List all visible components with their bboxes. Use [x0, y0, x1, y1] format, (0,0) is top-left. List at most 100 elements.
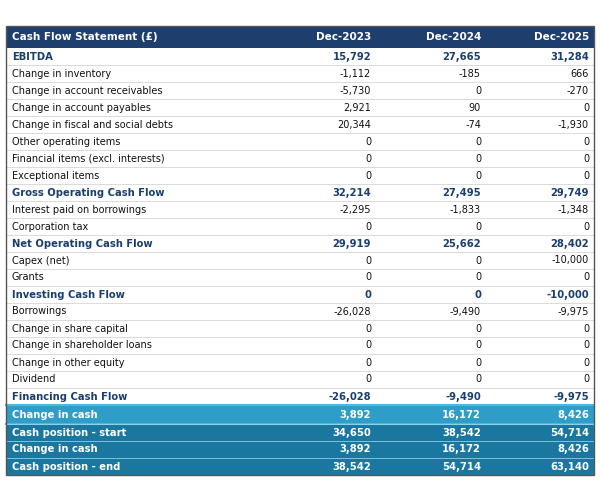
Text: 0: 0 [475, 136, 481, 146]
Text: Capex (net): Capex (net) [12, 256, 70, 266]
Text: 0: 0 [475, 256, 481, 266]
Text: Exceptional items: Exceptional items [12, 170, 99, 180]
Text: 0: 0 [365, 170, 371, 180]
Bar [6, 235, 594, 252]
Text: -74: -74 [465, 120, 481, 129]
Text: 29,749: 29,749 [551, 187, 589, 197]
Text: 0: 0 [583, 221, 589, 231]
Bar [6, 354, 594, 371]
Text: 0: 0 [475, 324, 481, 334]
Text: Investing Cash Flow: Investing Cash Flow [12, 290, 125, 300]
Bar [6, 405, 594, 424]
Text: 0: 0 [365, 358, 371, 368]
Text: 25,662: 25,662 [442, 238, 481, 248]
Text: Dividend: Dividend [12, 375, 55, 384]
Bar [6, 116, 594, 133]
Text: 0: 0 [475, 221, 481, 231]
Text: Change in share capital: Change in share capital [12, 324, 128, 334]
Text: Other operating items: Other operating items [12, 136, 121, 146]
Text: 0: 0 [365, 324, 371, 334]
Text: 0: 0 [365, 273, 371, 283]
Text: Gross Operating Cash Flow: Gross Operating Cash Flow [12, 187, 164, 197]
Text: 0: 0 [583, 136, 589, 146]
Bar [6, 133, 594, 150]
Text: 3,892: 3,892 [340, 444, 371, 454]
Text: Corporation tax: Corporation tax [12, 221, 88, 231]
Bar [6, 371, 594, 388]
Bar [6, 99, 594, 116]
Text: -185: -185 [459, 69, 481, 79]
Text: 0: 0 [583, 375, 589, 384]
Bar [6, 82, 594, 99]
Bar [6, 337, 594, 354]
Bar [6, 252, 594, 269]
Text: 0: 0 [475, 153, 481, 163]
Text: 29,919: 29,919 [332, 238, 371, 248]
Text: 666: 666 [571, 69, 589, 79]
Text: 0: 0 [365, 375, 371, 384]
Text: 0: 0 [475, 86, 481, 96]
Text: Change in other equity: Change in other equity [12, 358, 125, 368]
Text: Net Operating Cash Flow: Net Operating Cash Flow [12, 238, 152, 248]
Text: Change in cash: Change in cash [12, 444, 98, 454]
Text: -9,490: -9,490 [450, 307, 481, 317]
Text: Cash Flow Statement (£): Cash Flow Statement (£) [12, 32, 158, 42]
Bar [6, 167, 594, 184]
Text: 0: 0 [365, 136, 371, 146]
Text: Dec-2025: Dec-2025 [534, 32, 589, 42]
Text: EBITDA: EBITDA [12, 52, 53, 62]
Text: 8,426: 8,426 [557, 409, 589, 419]
Bar [6, 269, 594, 286]
Text: 34,650: 34,650 [332, 427, 371, 437]
Text: 0: 0 [475, 170, 481, 180]
Text: Change in cash: Change in cash [12, 409, 98, 419]
Text: 0: 0 [583, 273, 589, 283]
Text: Change in shareholder loans: Change in shareholder loans [12, 341, 152, 351]
Text: 15,792: 15,792 [332, 52, 371, 62]
Text: 3,892: 3,892 [340, 409, 371, 419]
Text: -270: -270 [567, 86, 589, 96]
Text: Cash position - start: Cash position - start [12, 427, 127, 437]
Bar [6, 320, 594, 337]
Text: 0: 0 [475, 358, 481, 368]
Text: -9,975: -9,975 [557, 307, 589, 317]
Text: 32,214: 32,214 [332, 187, 371, 197]
Text: 27,665: 27,665 [442, 52, 481, 62]
Bar [6, 458, 594, 475]
Text: -2,295: -2,295 [340, 204, 371, 214]
Text: -1,112: -1,112 [340, 69, 371, 79]
Bar [6, 184, 594, 201]
Text: -9,975: -9,975 [553, 391, 589, 401]
Text: Change in fiscal and social debts: Change in fiscal and social debts [12, 120, 173, 129]
Bar [6, 218, 594, 235]
Text: 0: 0 [583, 103, 589, 113]
Text: 0: 0 [364, 290, 371, 300]
Text: 0: 0 [475, 341, 481, 351]
Bar [6, 26, 594, 48]
Text: -10,000: -10,000 [547, 290, 589, 300]
Bar [6, 26, 594, 475]
Text: -1,930: -1,930 [558, 120, 589, 129]
Text: 0: 0 [583, 153, 589, 163]
Text: 0: 0 [365, 221, 371, 231]
Text: 2,921: 2,921 [343, 103, 371, 113]
Text: Dec-2024: Dec-2024 [425, 32, 481, 42]
Text: 0: 0 [474, 290, 481, 300]
Text: 54,714: 54,714 [550, 427, 589, 437]
Text: 31,284: 31,284 [550, 52, 589, 62]
Text: 0: 0 [475, 273, 481, 283]
Text: Dec-2023: Dec-2023 [316, 32, 371, 42]
Text: Grants: Grants [12, 273, 45, 283]
Text: Interest paid on borrowings: Interest paid on borrowings [12, 204, 146, 214]
Bar [6, 441, 594, 458]
Text: Change in account receivables: Change in account receivables [12, 86, 163, 96]
Text: -5,730: -5,730 [340, 86, 371, 96]
Text: 63,140: 63,140 [550, 461, 589, 471]
Bar [6, 65, 594, 82]
Text: -1,348: -1,348 [558, 204, 589, 214]
Text: 27,495: 27,495 [442, 187, 481, 197]
Text: Financial items (excl. interests): Financial items (excl. interests) [12, 153, 164, 163]
Text: Change in account payables: Change in account payables [12, 103, 151, 113]
Text: 0: 0 [583, 358, 589, 368]
Text: 16,172: 16,172 [442, 444, 481, 454]
